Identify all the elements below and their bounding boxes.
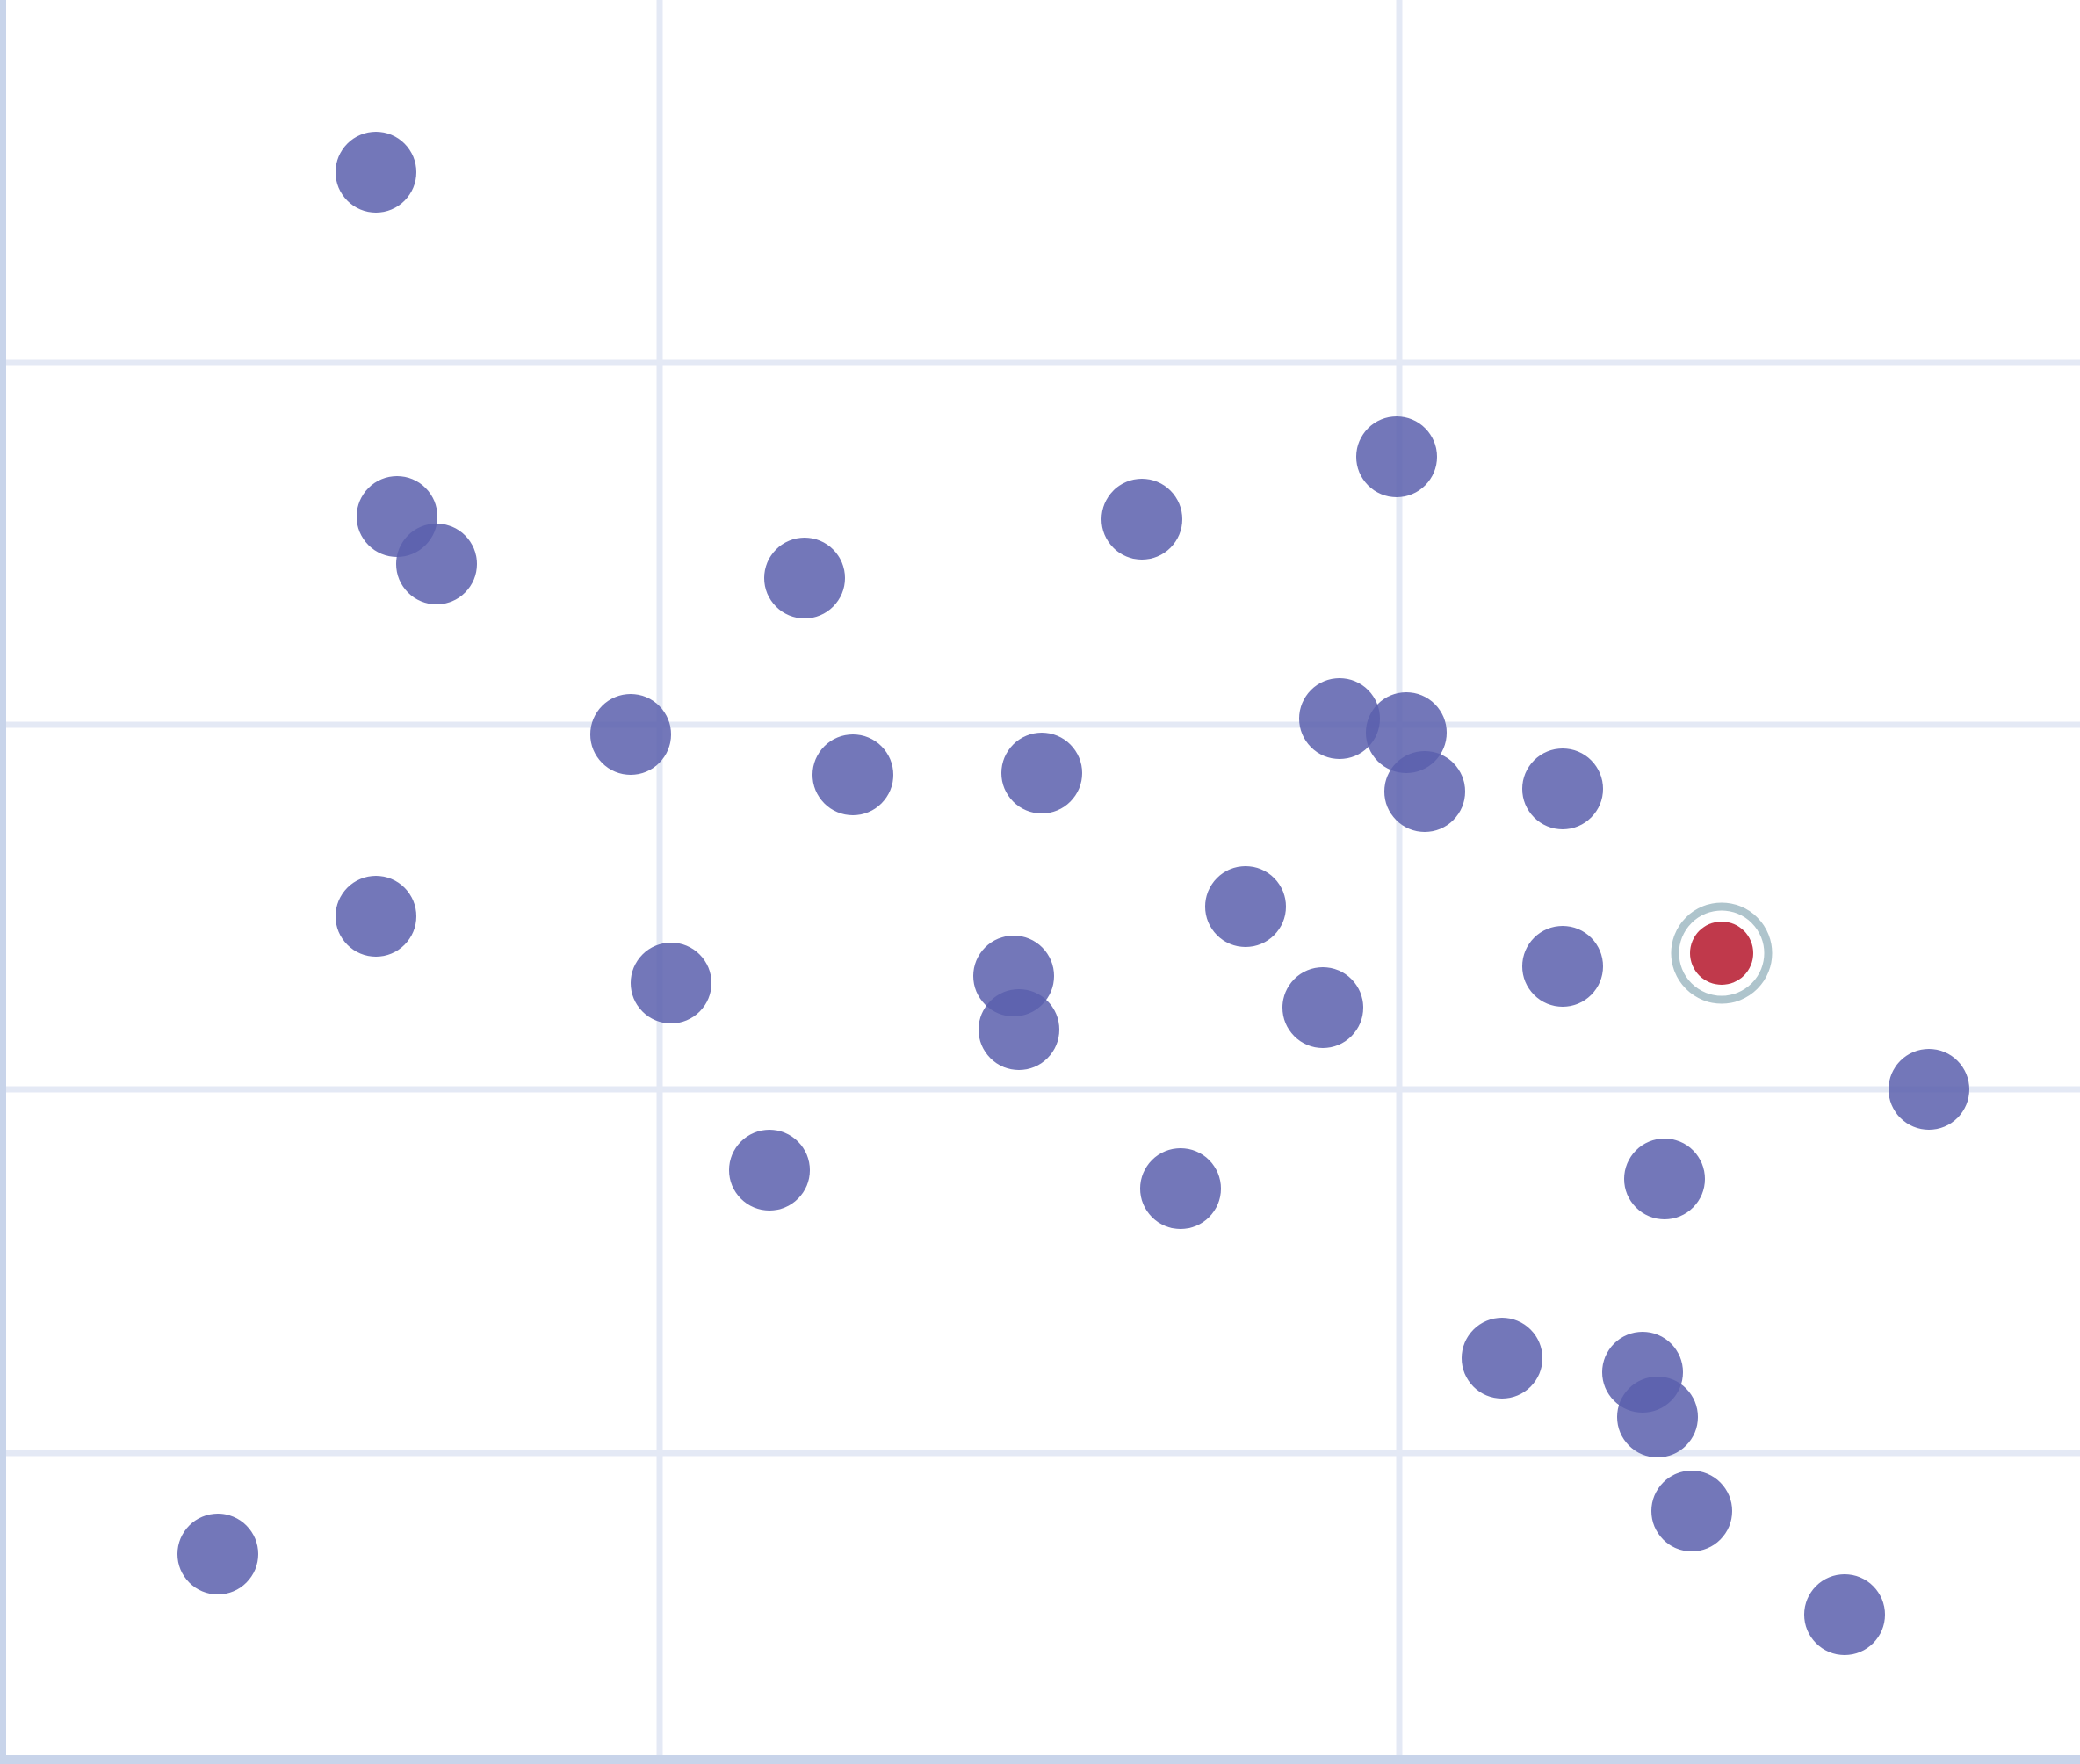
scatter-point[interactable] <box>979 989 1059 1070</box>
data-points[interactable] <box>177 132 1969 1655</box>
scatter-point[interactable] <box>812 734 893 815</box>
scatter-point[interactable] <box>177 1514 258 1594</box>
scatter-point[interactable] <box>631 943 711 1023</box>
highlight-ring-icon <box>1671 902 1773 1004</box>
scatter-point[interactable] <box>1624 1139 1705 1219</box>
scatter-point[interactable] <box>1299 678 1380 759</box>
scatter-point[interactable] <box>1651 1471 1732 1551</box>
scatter-point[interactable] <box>396 524 477 604</box>
scatter-point[interactable] <box>1804 1574 1885 1655</box>
scatter-point[interactable] <box>336 876 416 957</box>
plot-border-bottom <box>0 1755 2080 1764</box>
scatter-point[interactable] <box>590 694 671 775</box>
scatter-point[interactable] <box>1205 866 1286 947</box>
scatter-point[interactable] <box>1462 1318 1542 1399</box>
plot-border-left <box>0 0 6 1764</box>
scatter-point[interactable] <box>1384 751 1465 832</box>
scatter-point[interactable] <box>1356 416 1437 497</box>
scatter-point[interactable] <box>336 132 416 213</box>
scatter-point[interactable] <box>1101 479 1182 560</box>
scatter-point[interactable] <box>1617 1377 1698 1457</box>
scatter-point[interactable] <box>1282 967 1363 1048</box>
scatter-point[interactable] <box>1522 926 1603 1007</box>
scatter-point[interactable] <box>764 538 845 618</box>
highlighted-data-point[interactable] <box>1671 902 1773 1004</box>
scatter-point[interactable] <box>729 1130 810 1211</box>
selected-scatter-point[interactable] <box>1690 922 1753 985</box>
scatter-point[interactable] <box>1522 748 1603 829</box>
scatter-point[interactable] <box>1001 733 1082 813</box>
scatter-point[interactable] <box>1889 1049 1969 1130</box>
scatter-point[interactable] <box>1140 1148 1221 1229</box>
